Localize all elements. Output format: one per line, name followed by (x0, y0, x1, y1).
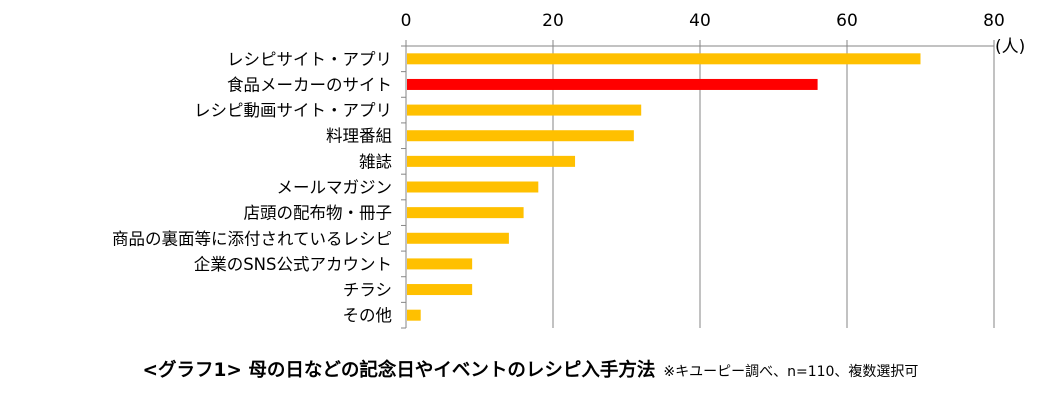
unit-label: (人) (995, 37, 1025, 57)
category-label-2: 食品メーカーのサイト (227, 75, 392, 94)
category-labels: レシピサイト・アプリ食品メーカーのサイトレシピ動画サイト・アプリ料理番組雑誌メー… (112, 50, 392, 325)
bar-8 (407, 232, 509, 244)
bar-5 (407, 155, 576, 167)
chart-title: <グラフ1> 母の日などの記念日やイベントのレシピ入手方法 (142, 360, 656, 381)
bar-1 (407, 53, 921, 65)
x-tick-label-0: 0 (401, 11, 412, 31)
category-label-1: レシピサイト・アプリ (227, 50, 392, 69)
x-tick-label-80: 80 (983, 11, 1005, 31)
bars (407, 53, 921, 321)
category-label-8: 商品の裏面等に添付されているレシピ (112, 228, 392, 248)
category-label-11: その他 (343, 306, 393, 325)
bar-10 (407, 284, 473, 296)
category-label-4: 料理番組 (326, 127, 392, 146)
x-tick-labels: 0 20 40 60 80 (401, 11, 1005, 31)
chart-caption: <グラフ1> 母の日などの記念日やイベントのレシピ入手方法 ※キユーピー調べ、n=… (0, 356, 1061, 382)
category-label-10: チラシ (343, 281, 392, 300)
category-label-6: メールマガジン (277, 178, 393, 197)
bar-3 (407, 104, 642, 116)
gridlines (552, 46, 995, 328)
bar-6 (407, 181, 539, 193)
bar-7 (407, 207, 524, 219)
category-label-7: 店頭の配布物・冊子 (244, 204, 393, 223)
x-tick-label-40: 40 (689, 11, 711, 31)
x-tick-label-20: 20 (542, 11, 564, 31)
category-label-9: 企業のSNS公式アカウント (194, 255, 392, 274)
chart: 0 20 40 60 80 レシピサイト・アプリ食品メーカーのサイトレシピ動画サイト・ア… (112, 11, 1025, 329)
bar-11 (407, 309, 421, 321)
bar-9 (407, 258, 473, 270)
chart-note: ※キユーピー調べ、n=110、複数選択可 (663, 364, 919, 380)
bar-4 (407, 130, 634, 142)
category-label-5: 雑誌 (359, 152, 392, 171)
x-tick-label-60: 60 (836, 11, 858, 31)
category-label-3: レシピ動画サイト・アプリ (194, 101, 392, 120)
axes (401, 40, 995, 329)
bar-2 (407, 78, 818, 90)
